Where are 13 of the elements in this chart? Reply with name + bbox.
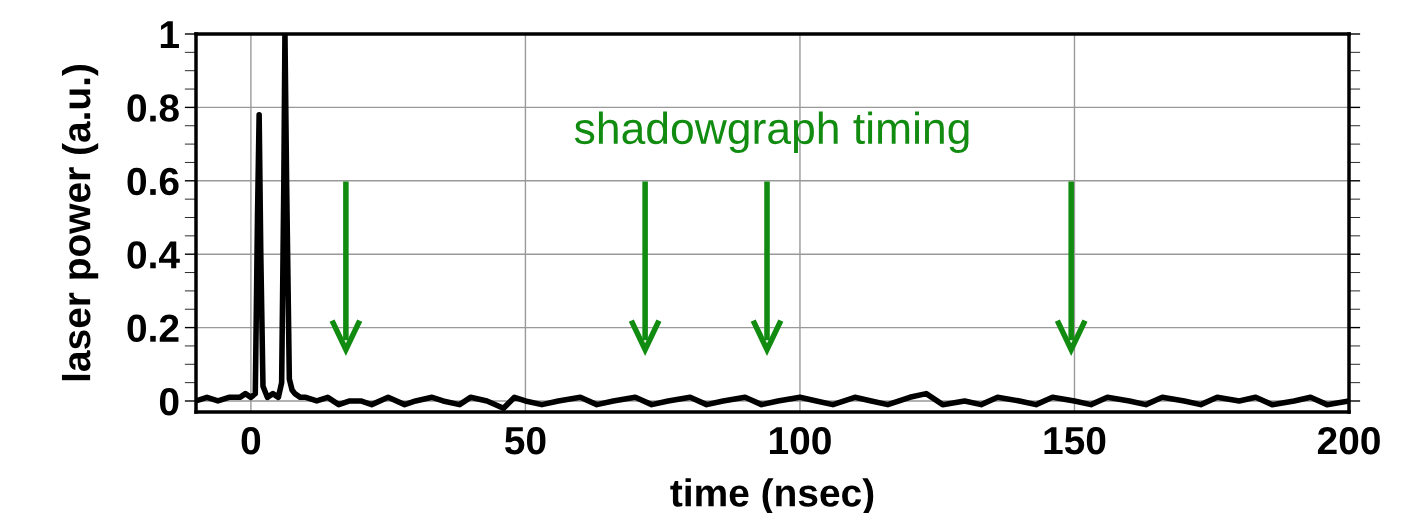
x-tick-label: 50 xyxy=(505,426,546,455)
x-tick-label: 0 xyxy=(241,426,261,455)
y-tick-label: 0.8 xyxy=(127,94,179,122)
y-tick-label: 0.2 xyxy=(127,314,179,343)
x-tick-label: 200 xyxy=(1317,426,1380,455)
annotation: shadowgraph timing xyxy=(574,111,969,153)
y-tick-label: 0 xyxy=(159,387,179,416)
x-tick-label: 100 xyxy=(769,426,831,455)
y-axis-title: laser power (a.u.) xyxy=(61,65,99,381)
y-tick-label: 0.4 xyxy=(127,241,180,269)
y-tick-label: 1 xyxy=(160,21,179,49)
x-tick-label: 150 xyxy=(1044,426,1106,455)
y-tick-label: 0.6 xyxy=(127,167,179,196)
